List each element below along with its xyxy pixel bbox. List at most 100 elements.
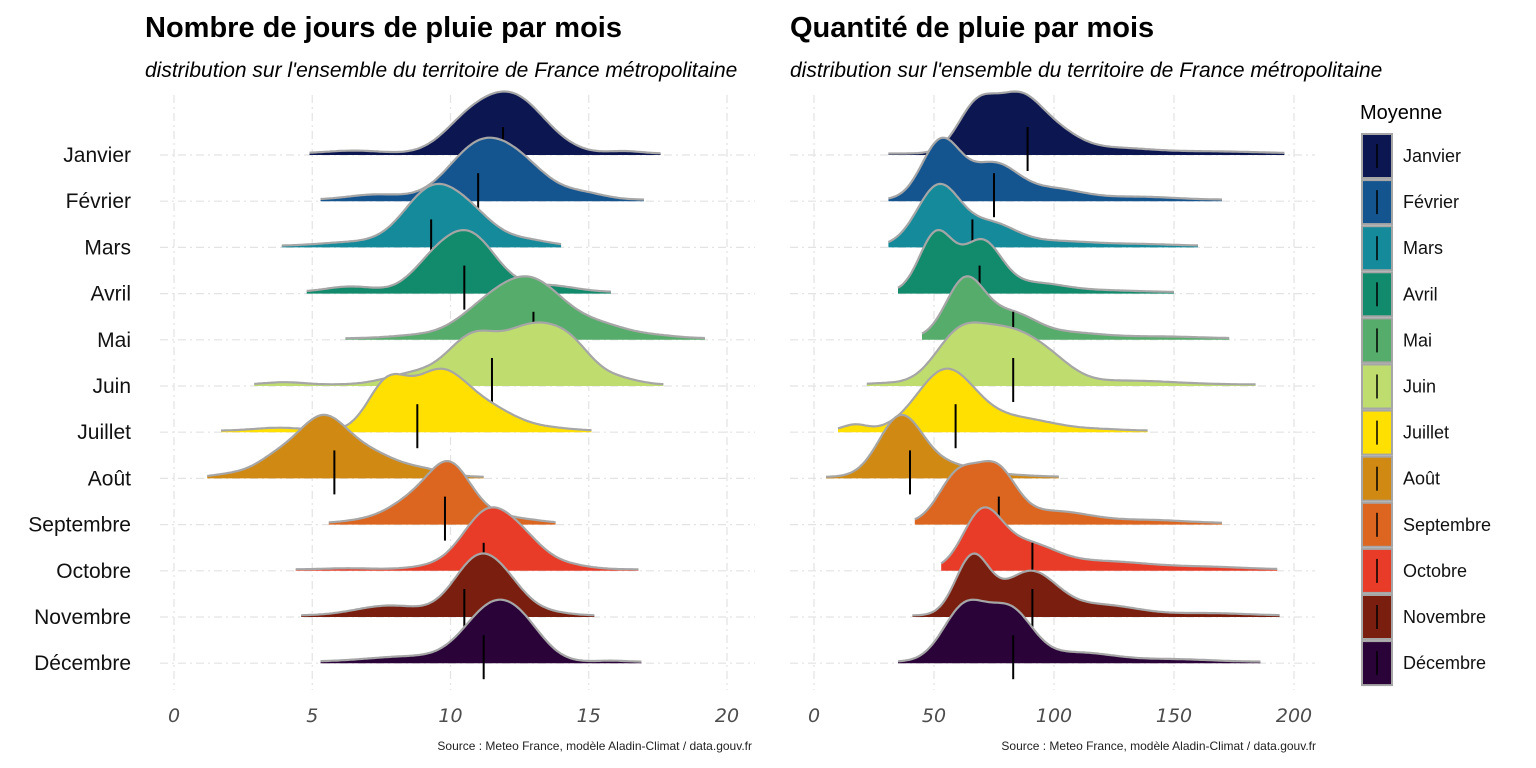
ridge-area-juillet — [838, 368, 1148, 433]
ridge-area-novembre — [301, 553, 595, 617]
ridge-area-septembre — [328, 461, 556, 525]
ridge-avril — [306, 229, 611, 310]
legend-item-mars: Mars — [1361, 225, 1443, 272]
ridge-outline-aout — [826, 413, 1059, 478]
y-label-octobre: Octobre — [56, 560, 131, 583]
ridge-decembre — [320, 598, 642, 680]
x-tick-label: 150 — [1156, 705, 1192, 727]
chart-title-rain-days: Nombre de jours de pluie par mois — [145, 12, 622, 44]
ridge-area-janvier — [888, 91, 1285, 155]
ridge-area-octobre — [941, 507, 1278, 571]
ridge-septembre — [328, 460, 556, 541]
ridge-outline-juin — [254, 321, 664, 386]
ridge-outline-septembre — [914, 460, 1222, 524]
y-label-mars: Mars — [84, 236, 131, 259]
ridge-area-mai — [922, 276, 1230, 340]
y-label-septembre: Septembre — [28, 514, 131, 537]
chart-subtitle-rain-days: distribution sur l'ensemble du territoir… — [145, 59, 737, 82]
x-tick-label: 50 — [922, 705, 946, 727]
ridge-juillet — [837, 367, 1148, 449]
ridge-janvier — [888, 90, 1285, 171]
y-label-juillet: Juillet — [77, 421, 131, 444]
legend-title: Moyenne — [1360, 102, 1442, 124]
ridge-septembre — [914, 460, 1222, 541]
panel-rain-amount-x-ticks: 0 50 100 150 200 — [808, 705, 1312, 727]
ridge-juillet — [221, 367, 592, 449]
panel-rain-days-x-ticks: 0 5 10 15 20 — [168, 705, 739, 727]
y-label-mai: Mai — [97, 329, 131, 352]
ridge-outline-avril — [306, 229, 611, 293]
ridge-outline-avril — [897, 229, 1175, 293]
ridge-outline-mai — [345, 275, 705, 340]
ridge-outline-novembre — [301, 552, 595, 617]
y-label-juin: Juin — [92, 375, 131, 398]
legend-item-aout: Août — [1361, 455, 1440, 502]
legend-item-fevrier: Février — [1361, 179, 1459, 226]
y-label-aout: Août — [88, 467, 131, 490]
chart-subtitle-rain-amount: distribution sur l'ensemble du territoir… — [790, 59, 1382, 82]
y-label-janvier: Janvier — [63, 144, 131, 167]
x-tick-label: 10 — [438, 705, 462, 727]
x-tick-label: 5 — [306, 705, 318, 727]
ridge-area-septembre — [914, 461, 1222, 525]
legend-label: Septembre — [1403, 515, 1491, 535]
legend-item-avril: Avril — [1361, 271, 1438, 318]
ridge-outline-mars — [887, 182, 1198, 247]
ridge-novembre — [912, 552, 1280, 633]
legend-item-decembre: Décembre — [1361, 640, 1486, 687]
panel-rain-days: Janvier Février Mars Avril Mai Juin Juillet Aoû… — [28, 12, 755, 753]
x-tick-label: 20 — [715, 705, 739, 727]
panel-rain-amount: 0 50 100 150 200 Quantité de pluie par mois … — [790, 12, 1382, 753]
y-label-decembre: Décembre — [34, 652, 131, 675]
legend-item-janvier: Janvier — [1361, 133, 1461, 179]
ridge-outline-decembre — [897, 598, 1261, 663]
ridge-area-juin — [866, 322, 1256, 386]
ridge-outline-juillet — [837, 367, 1148, 432]
caption-rain-days: Source : Meteo France, modèle Aladin-Cli… — [437, 739, 752, 753]
y-label-novembre: Novembre — [34, 606, 131, 629]
y-label-avril: Avril — [91, 283, 131, 306]
legend-label: Août — [1403, 469, 1440, 489]
x-tick-label: 100 — [1036, 705, 1072, 727]
caption-rain-amount: Source : Meteo France, modèle Aladin-Cli… — [1001, 739, 1316, 753]
legend-label: Mars — [1403, 238, 1443, 258]
ridge-outline-juin — [866, 321, 1256, 386]
ridge-outline-decembre — [320, 598, 642, 663]
ridge-aout — [826, 413, 1059, 495]
ridge-area-aout — [826, 414, 1059, 479]
x-tick-label: 0 — [168, 705, 180, 727]
ridge-fevrier — [888, 136, 1222, 218]
legend-item-septembre: Septembre — [1361, 501, 1491, 548]
y-label-fevrier: Février — [66, 190, 131, 213]
legend-label: Novembre — [1403, 607, 1486, 627]
legend-item-octobre: Octobre — [1361, 547, 1467, 594]
ridge-outline-janvier — [888, 90, 1285, 155]
panel-rain-days-y-labels: Janvier Février Mars Avril Mai Juin Juillet Aoû… — [28, 144, 131, 675]
ridge-area-mars — [281, 183, 562, 248]
ridge-outline-mars — [281, 182, 562, 247]
ridge-area-decembre — [320, 599, 642, 664]
legend-label: Mai — [1403, 330, 1432, 350]
legend: Moyenne Janvier Février Mars Avril Mai Juin Ju… — [1360, 102, 1491, 687]
legend-label: Avril — [1403, 284, 1438, 304]
legend-item-mai: Mai — [1361, 317, 1432, 364]
legend-label: Juillet — [1403, 423, 1449, 443]
ridge-outline-janvier — [309, 90, 661, 155]
legend-item-novembre: Novembre — [1361, 594, 1486, 640]
chart-title-rain-amount: Quantité de pluie par mois — [790, 12, 1154, 44]
ridge-area-juillet — [221, 368, 592, 433]
x-tick-label: 200 — [1276, 705, 1312, 727]
ridge-area-novembre — [912, 553, 1280, 617]
ridge-outline-fevrier — [320, 136, 645, 201]
legend-label: Décembre — [1403, 653, 1486, 673]
ridge-outline-octobre — [295, 506, 639, 571]
ridge-outline-octobre — [940, 506, 1278, 570]
legend-items: Janvier Février Mars Avril Mai Juin Juillet Aoû… — [1361, 133, 1491, 687]
ridge-area-juin — [254, 322, 664, 386]
ridge-decembre — [897, 598, 1261, 680]
ridge-outline-fevrier — [888, 136, 1222, 201]
x-tick-label: 15 — [577, 705, 601, 727]
ridge-juin — [866, 321, 1256, 402]
ridge-juin — [254, 321, 664, 402]
